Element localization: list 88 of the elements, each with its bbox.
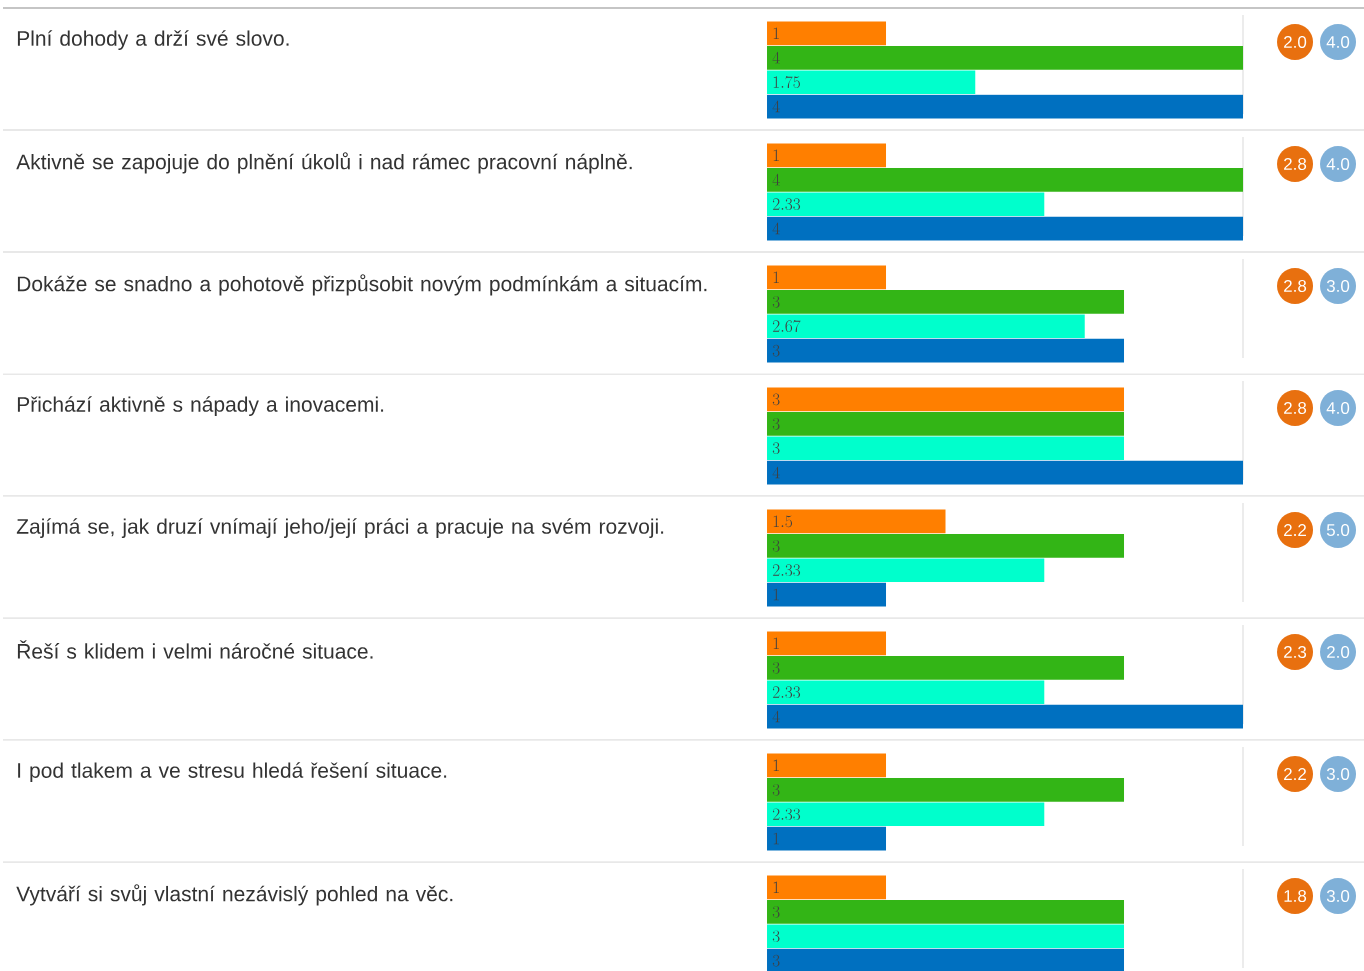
text: 2.8: [1284, 157, 1307, 171]
text: 4.0: [1326, 157, 1350, 171]
bar: [767, 216, 1244, 241]
bar: [767, 533, 1125, 558]
y-tick-label: Řeší s klidem i velmi náročné situace.: [17, 640, 373, 659]
data-label: 3: [772, 905, 780, 918]
data-label: 4: [772, 710, 780, 723]
bar: [767, 314, 1085, 339]
bar: [767, 558, 1045, 583]
text: 3.0: [1326, 279, 1350, 293]
bar: [767, 436, 1125, 461]
text: 1.8: [1284, 889, 1307, 903]
data-label: 3: [772, 344, 780, 357]
text: 2.0: [1284, 35, 1307, 49]
text: 2.0: [1327, 645, 1350, 659]
bar: [767, 899, 1125, 924]
data-label: 1: [773, 149, 779, 161]
data-label: 1: [773, 759, 779, 771]
bar: [767, 948, 1125, 971]
data-label: 3: [772, 442, 780, 455]
bar: [767, 289, 1125, 314]
y-tick-label: Zajímá se, jak druzí vnímají jeho/její práci a pracuje na svém rozvoji.: [16, 518, 664, 539]
bar: [767, 70, 976, 95]
data-label: 4: [772, 173, 780, 186]
text: 4.0: [1326, 401, 1350, 415]
text: 4.0: [1326, 35, 1350, 49]
bar: [767, 192, 1045, 217]
data-label: 3: [772, 417, 780, 430]
bar: [767, 265, 887, 290]
data-label: 2.33: [772, 198, 801, 211]
data-label: 1: [773, 881, 779, 893]
bar: [767, 826, 887, 851]
y-tick-label: Plní dohody a drží své slovo.: [17, 30, 289, 51]
bar: [767, 924, 1125, 949]
bar: [767, 704, 1244, 729]
data-label: 2.33: [772, 808, 801, 821]
bar: [767, 631, 887, 656]
data-label: 1 .75: [773, 76, 800, 89]
data-label: 1 .5: [773, 515, 793, 528]
bar: [767, 509, 946, 534]
bar: [767, 167, 1244, 192]
bar: [767, 802, 1045, 827]
bar: [767, 94, 1244, 119]
data-label: 3: [772, 539, 780, 552]
bar: [767, 777, 1125, 802]
data-label: 3: [772, 954, 780, 967]
data-label: 1: [773, 832, 779, 845]
text: 2.8: [1284, 279, 1307, 293]
data-label: 4: [772, 51, 780, 64]
bar: [767, 460, 1244, 485]
data-label: 1: [773, 27, 779, 39]
bar: [767, 753, 887, 778]
data-label: 3: [772, 930, 780, 943]
data-label: 4: [772, 222, 780, 235]
bar: [767, 875, 887, 900]
y-tick-label: Dokáže se snadno a pohotově přizpůsobit novým podmínkám a situacím.: [17, 274, 707, 296]
bar: [767, 411, 1125, 436]
bar: [767, 338, 1125, 363]
y-tick-label: Aktivně se zapojuje do plnění úkolů i nad rámec pracovní náplně.: [16, 152, 632, 174]
text: 2.8: [1284, 401, 1307, 415]
data-label: 3: [772, 783, 780, 796]
data-label: 4: [772, 100, 780, 113]
data-label: 3: [772, 295, 780, 308]
text: 3.0: [1326, 767, 1350, 781]
bar: [767, 45, 1244, 70]
bar: [767, 387, 1125, 412]
y-tick-label: I pod tlakem a ve stresu hledá řešení situace.: [18, 762, 447, 783]
text: 2.3: [1284, 645, 1307, 659]
y-tick-label: Vytváří si svůj vlastní nezávislý pohled na věc.: [16, 884, 453, 906]
y-tick-label: Přichází aktivně s nápady a inovacemi.: [17, 396, 384, 417]
data-label: 2.33: [772, 564, 801, 577]
bar: [767, 655, 1125, 680]
bar: [767, 21, 887, 46]
text: 3.0: [1326, 889, 1350, 903]
bar: [767, 680, 1045, 705]
data-label: 2.67: [772, 320, 801, 333]
data-label: 1: [773, 637, 779, 649]
text: 5.0: [1326, 523, 1350, 537]
data-label: 1: [773, 588, 779, 601]
bar: [767, 143, 887, 168]
data-label: 2.33: [772, 686, 801, 699]
data-label: 3: [772, 661, 780, 674]
text: 2.2: [1284, 768, 1306, 780]
bar: [767, 582, 887, 607]
data-label: 4: [772, 466, 780, 479]
text: 2.2: [1284, 524, 1306, 536]
data-label: 1: [773, 271, 779, 283]
data-label: 3: [772, 393, 780, 406]
